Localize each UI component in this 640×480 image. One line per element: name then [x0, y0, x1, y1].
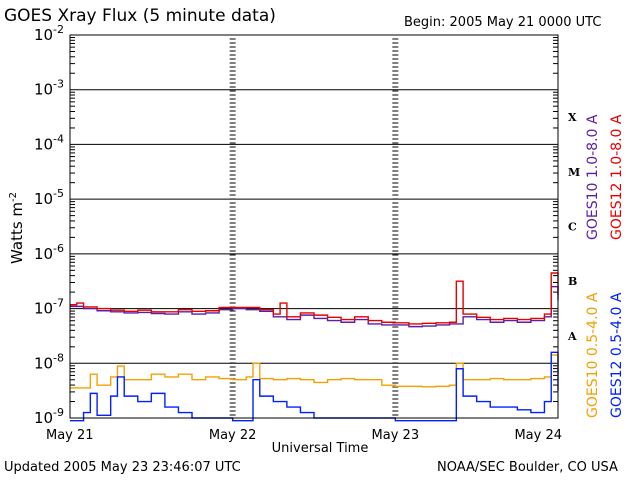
y-axis-label: Watts m-2 — [8, 192, 26, 264]
flare-class-label: X — [568, 111, 577, 124]
y-tick-exponent: -4 — [53, 132, 64, 145]
y-tick-label: 10-7 — [34, 297, 64, 318]
series-line — [70, 351, 559, 422]
chart-title: GOES Xray Flux (5 minute data) — [4, 6, 276, 26]
flare-class-label: M — [568, 166, 580, 179]
y-tick-base: 10 — [34, 135, 53, 153]
y-tick-exponent: -7 — [53, 297, 64, 310]
x-tick-label: May 24 — [514, 428, 562, 443]
series-line — [70, 285, 559, 328]
grid — [70, 34, 558, 419]
series-line — [70, 354, 559, 389]
y-tick-exponent: -2 — [53, 23, 64, 36]
y-tick-exponent: -3 — [53, 78, 64, 91]
y-tick-base: 10 — [34, 81, 53, 99]
y-tick-label: 10-6 — [34, 242, 64, 263]
y-tick-exponent: -5 — [53, 187, 64, 200]
flare-class-label: A — [567, 330, 577, 343]
begin-time: Begin: 2005 May 21 0000 UTC — [404, 15, 602, 30]
axis-ticks — [70, 34, 558, 416]
plot-frame — [69, 34, 559, 419]
y-tick-exponent: -8 — [53, 351, 64, 364]
legend-entry: GOES10 1.0-8.0 A — [585, 114, 601, 240]
y-axis-label-exponent: -2 — [8, 192, 19, 202]
y-tick-label: 10-2 — [34, 23, 64, 44]
y-tick-base: 10 — [34, 300, 53, 318]
credit-text: NOAA/SEC Boulder, CO USA — [437, 460, 618, 475]
legend-entry: GOES12 1.0-8.0 A — [609, 114, 625, 240]
y-tick-base: 10 — [34, 190, 53, 208]
y-tick-label: 10-5 — [34, 187, 64, 208]
y-tick-base: 10 — [34, 354, 53, 372]
x-axis-label: Universal Time — [271, 441, 369, 456]
updated-timestamp: Updated 2005 May 23 23:46:07 UTC — [4, 460, 241, 475]
flare-class-label: B — [568, 275, 577, 288]
series-line — [70, 272, 559, 325]
x-tick-label: May 22 — [209, 428, 257, 443]
y-tick-label: 10-9 — [34, 406, 64, 427]
y-tick-base: 10 — [34, 245, 53, 263]
series-lines — [70, 272, 559, 422]
y-tick-exponent: -6 — [53, 242, 64, 255]
y-axis-label-text: Watts m — [8, 202, 26, 264]
y-tick-exponent: -9 — [53, 406, 64, 419]
y-tick-label: 10-8 — [34, 351, 64, 372]
y-tick-base: 10 — [34, 26, 53, 44]
legend-entry: GOES12 0.5-4.0 A — [609, 292, 625, 418]
y-tick-label: 10-4 — [34, 132, 64, 153]
x-tick-label: May 23 — [372, 428, 420, 443]
y-tick-label: 10-3 — [34, 78, 64, 99]
legend-entry: GOES10 0.5-4.0 A — [585, 292, 601, 418]
y-tick-base: 10 — [34, 409, 53, 427]
x-tick-label: May 21 — [46, 428, 94, 443]
flare-class-label: C — [568, 221, 577, 234]
